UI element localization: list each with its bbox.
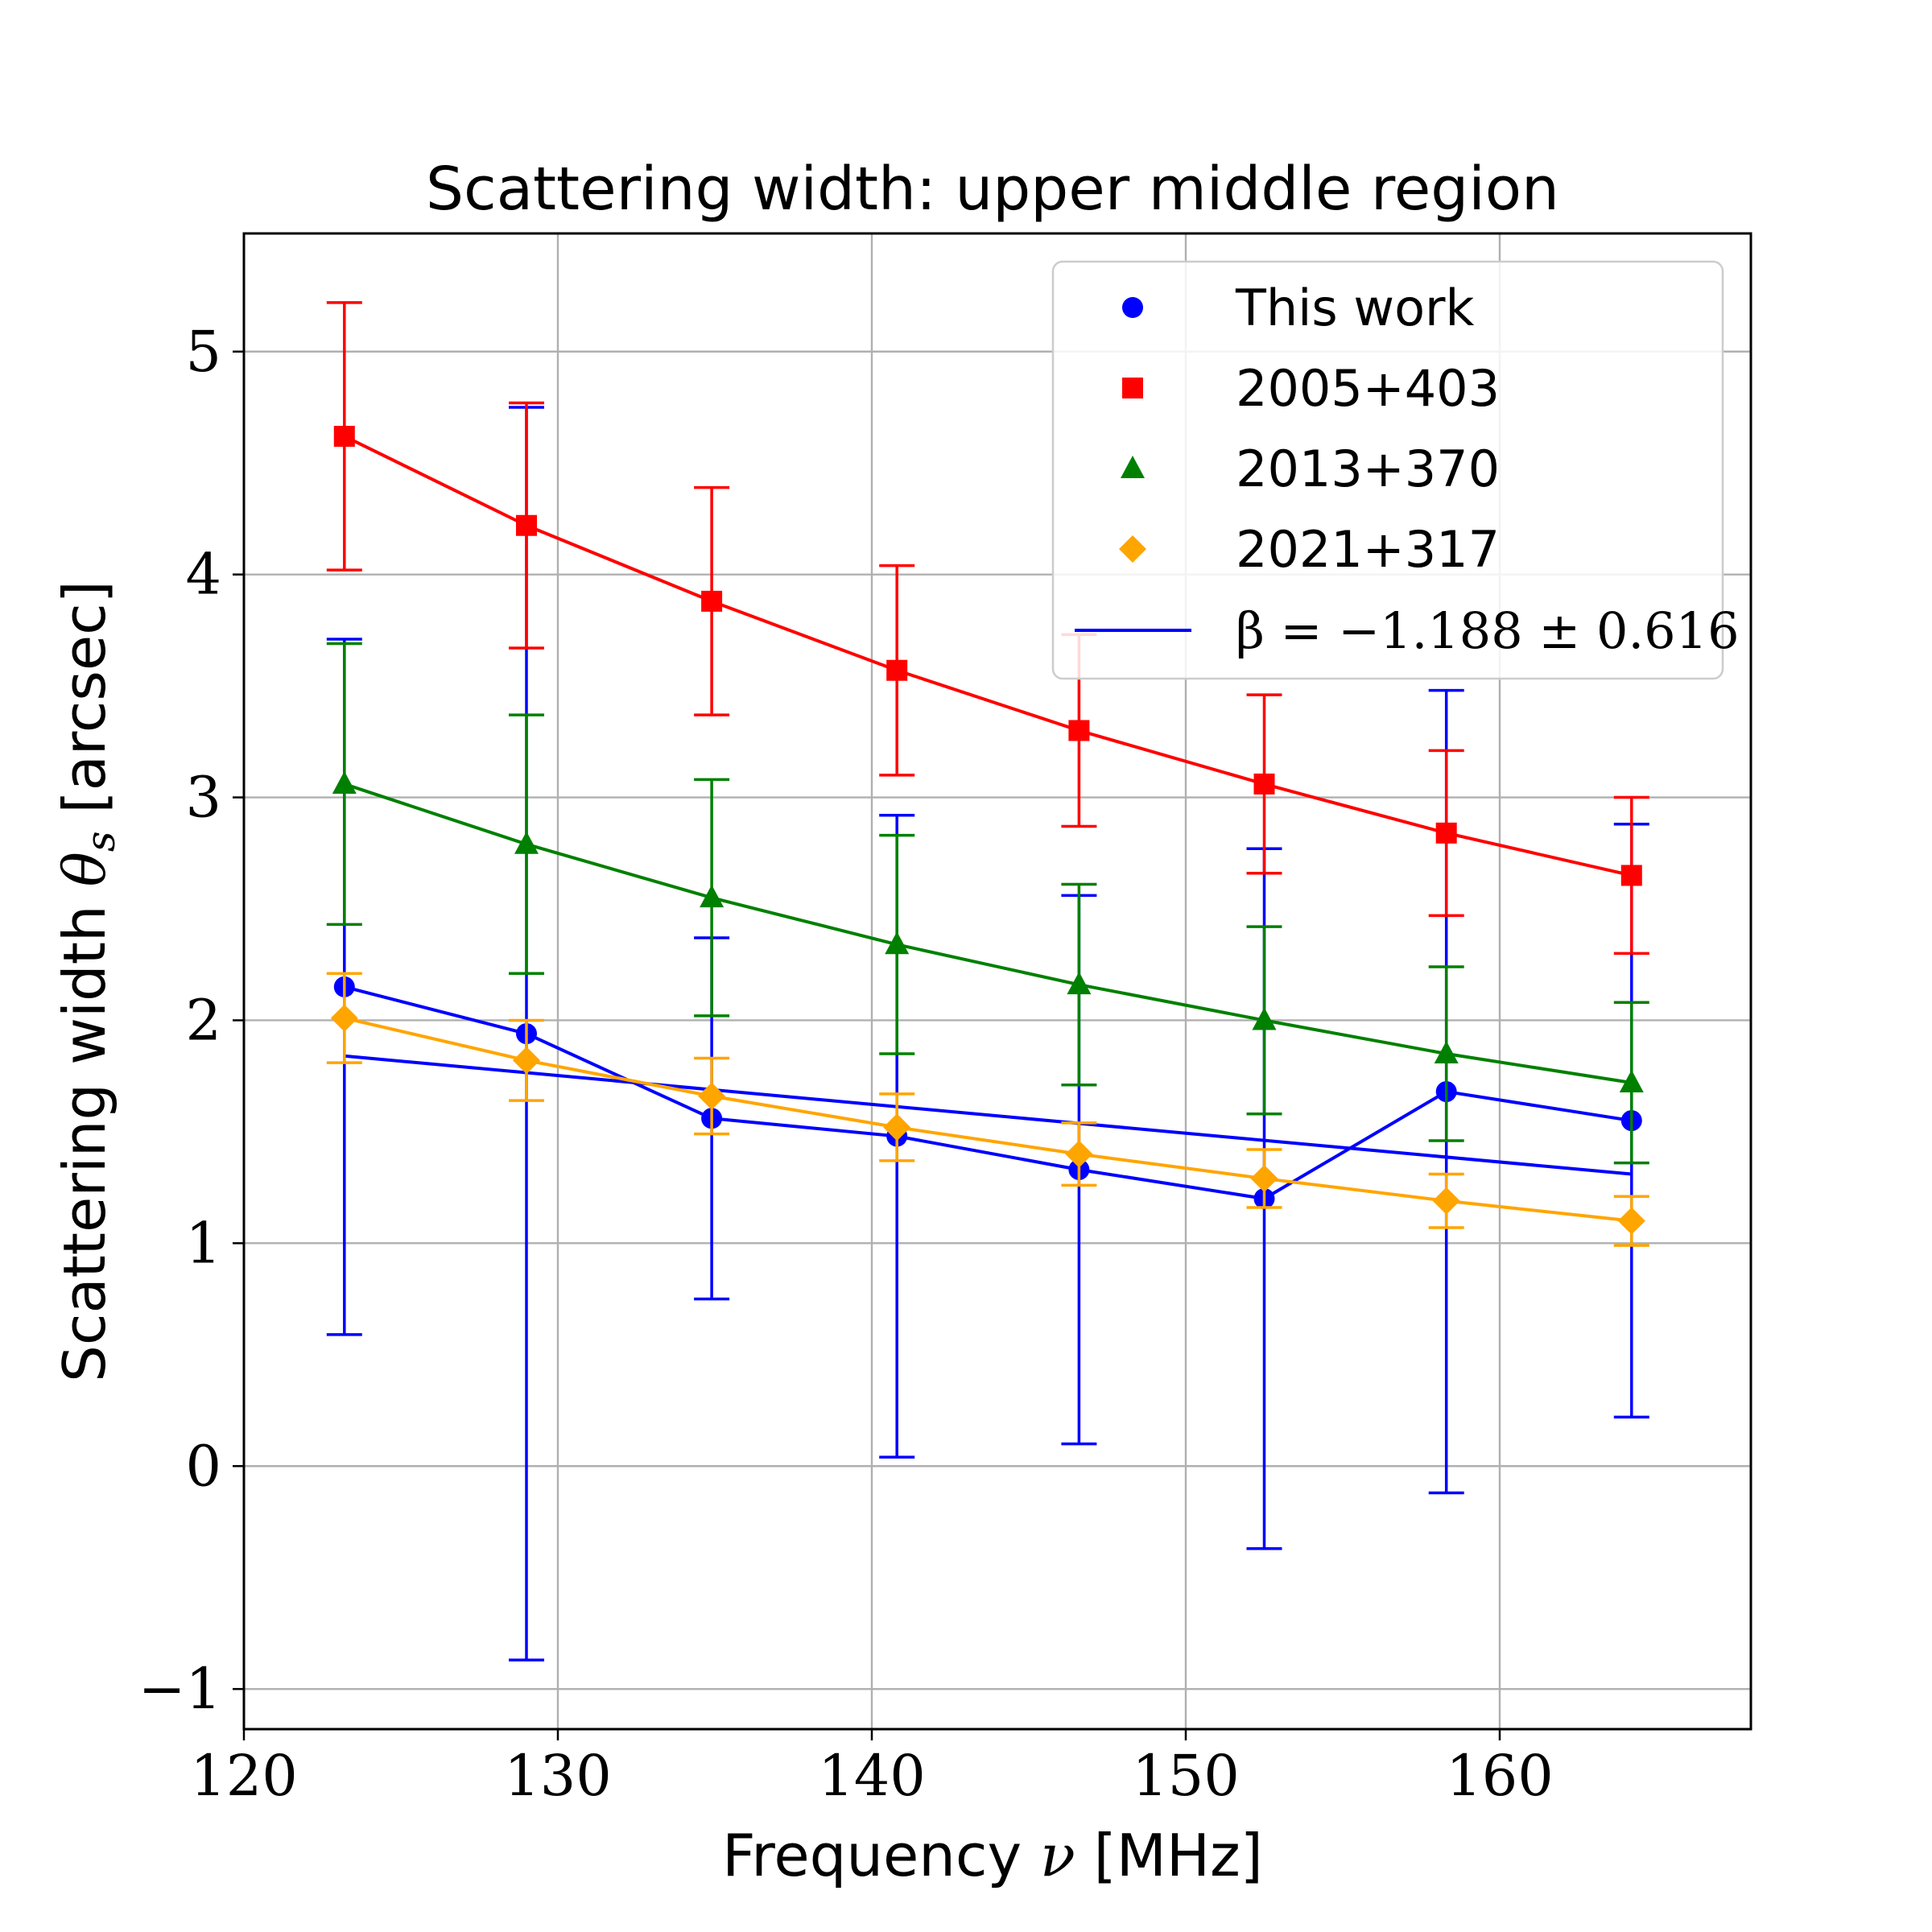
y-tick-label: 2 <box>185 987 221 1053</box>
data-point <box>1068 720 1090 741</box>
x-tick-label: 150 <box>1132 1743 1240 1809</box>
legend-fit-label: β = −1.188 ± 0.616 <box>1236 601 1740 660</box>
legend: This work 2005+403 2013+370 2021+317 β = −1.… <box>1051 260 1740 680</box>
y-tick-label: 4 <box>185 542 221 608</box>
fit-line <box>344 1054 1632 1176</box>
plot-frame <box>242 232 1752 1731</box>
legend-label: This work <box>1235 279 1475 337</box>
data-point <box>1252 1007 1277 1030</box>
series-3 <box>326 972 1649 1247</box>
legend-label: 2021+317 <box>1236 520 1500 579</box>
x-axis-label: Frequency ν [MHz] <box>722 1822 1263 1889</box>
fit-line-layer <box>344 1054 1632 1176</box>
data-point <box>701 590 723 612</box>
y-axis-label-text: Scattering width <box>51 905 118 1381</box>
data-point <box>513 1046 540 1075</box>
series-line <box>344 985 1633 1201</box>
legend-box <box>1051 260 1724 680</box>
data-point <box>1619 1069 1644 1092</box>
data-point <box>1250 1165 1278 1193</box>
legend-marker <box>1122 378 1143 398</box>
series-line <box>344 1016 1633 1223</box>
y-axis-label: Scattering width θs [arcsec] <box>51 580 124 1382</box>
x-axis-label-text: Frequency <box>722 1822 1022 1889</box>
data-point <box>700 885 724 908</box>
data-point <box>1434 1040 1459 1063</box>
data-point <box>1065 1140 1093 1168</box>
y-axis-label-symbol: θ <box>51 852 118 886</box>
chart-title: Scattering width: upper middle region <box>426 155 1559 224</box>
series-line <box>344 782 1633 1084</box>
data-point <box>886 659 908 681</box>
legend-marker <box>1119 535 1146 563</box>
data-point <box>1617 1207 1645 1235</box>
x-axis-label-symbol: ν <box>1040 1822 1075 1889</box>
data-point <box>1067 972 1092 995</box>
y-axis-label-subscript: s <box>77 831 124 852</box>
data-point <box>698 1082 726 1110</box>
data-point <box>885 931 910 955</box>
y-tick-label: 0 <box>185 1433 221 1499</box>
legend-marker <box>1121 456 1145 478</box>
series-1 <box>326 301 1649 956</box>
x-tick-label: 130 <box>504 1743 612 1809</box>
axis-ticks: 120 130 140 150 160 −1 0 1 2 3 4 5 <box>138 319 1554 1809</box>
y-tick-label: 5 <box>185 319 221 385</box>
x-tick-label: 160 <box>1446 1743 1554 1809</box>
legend-marker <box>1122 297 1143 318</box>
data-point <box>514 831 539 854</box>
x-tick-label: 140 <box>818 1743 926 1809</box>
x-tick-label: 120 <box>190 1743 298 1809</box>
legend-label: 2013+370 <box>1236 440 1500 498</box>
y-tick-label: 1 <box>185 1210 221 1276</box>
data-point <box>883 1113 911 1141</box>
data-point <box>1432 1187 1460 1215</box>
y-axis-label-unit: [arcsec] <box>51 580 118 813</box>
data-point <box>516 514 537 536</box>
y-tick-label: 3 <box>185 765 221 831</box>
y-tick-label: −1 <box>138 1656 221 1722</box>
legend-label: 2005+403 <box>1236 359 1500 418</box>
data-point <box>330 1004 358 1032</box>
series-layer <box>326 301 1649 1662</box>
series-2 <box>326 642 1649 1165</box>
series-line <box>343 435 1633 877</box>
data-point <box>1435 822 1457 844</box>
data-point <box>1253 773 1275 795</box>
data-point <box>333 425 355 447</box>
data-point <box>332 770 357 794</box>
data-point <box>1620 865 1642 886</box>
x-axis-label-unit: [MHz] <box>1094 1822 1263 1889</box>
